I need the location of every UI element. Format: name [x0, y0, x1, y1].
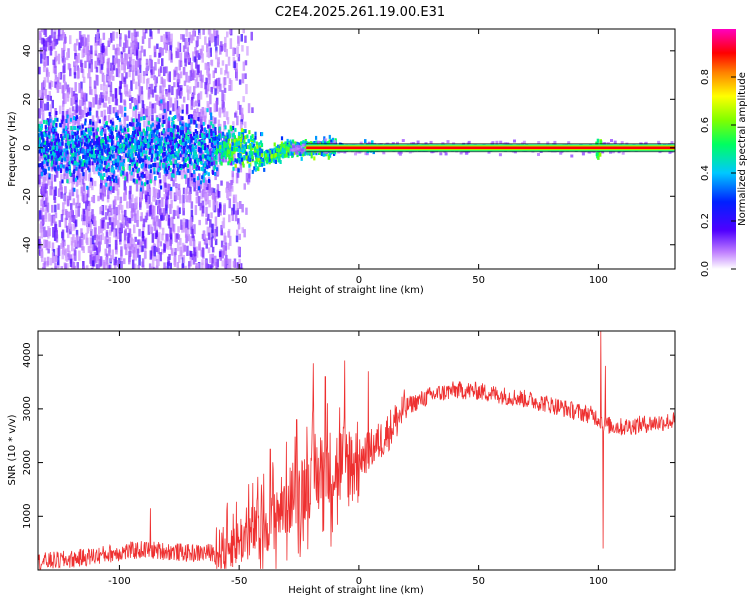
snr-series-line: [38, 331, 675, 570]
snr-xlabel: Height of straight line (km): [288, 585, 424, 596]
spectrogram-x-tick-label: 50: [472, 275, 485, 286]
snr-y-tick-label: 3000: [22, 396, 33, 421]
snr-y-tick-label: 1000: [22, 504, 33, 529]
snr-x-tick-label: 100: [589, 576, 608, 587]
colorbar-ticks: 0.0 0.2 0.4 0.6 0.8: [700, 69, 736, 277]
snr-frame: [37, 330, 676, 571]
spectrogram-x-tick-label: -100: [108, 275, 131, 286]
figure-title: C2E4.2025.261.19.00.E31: [275, 5, 445, 20]
spectrogram-x-tick-label: -50: [231, 275, 247, 286]
spectrogram-carrier-line: [306, 143, 675, 153]
spectrogram-x-tick-label: 100: [589, 275, 608, 286]
snr-y-tick-label: 2000: [22, 450, 33, 475]
snr-panel: -100 -50 0 50 100 1000 2000 3000 4000 Height of…: [7, 330, 676, 596]
snr-y-tick-label: 4000: [22, 342, 33, 367]
spectrogram-frame: [37, 28, 676, 270]
spectrogram-y-tick-label: -40: [22, 237, 33, 253]
snr-y-ticks: 1000 2000 3000 4000: [22, 342, 675, 529]
spectrogram-y-tick-label: 20: [22, 93, 33, 106]
snr-x-tick-label: 0: [356, 576, 362, 587]
colorbar-tick-label: 0.6: [700, 117, 711, 133]
colorbar: 0.0 0.2 0.4 0.6 0.8 Normalized spectral ampl…: [700, 29, 748, 277]
colorbar-tick-label: 0.4: [700, 165, 711, 181]
spectrogram-x-tick-label: 0: [356, 275, 362, 286]
spectrogram-x-ticks: -100 -50 0 50 100: [108, 29, 608, 286]
colorbar-tick-label: 0.8: [700, 69, 711, 85]
snr-x-ticks: -100 -50 0 50 100: [108, 331, 608, 587]
spectrogram-y-tick-label: 40: [22, 44, 33, 57]
colorbar-tick-label: 0.0: [700, 261, 711, 277]
snr-x-tick-label: 50: [472, 576, 485, 587]
spectrogram-y-tick-label: -20: [22, 188, 33, 204]
colorbar-gradient: [712, 29, 736, 269]
snr-x-tick-label: -50: [231, 576, 247, 587]
spectrogram-xlabel: Height of straight line (km): [288, 285, 424, 296]
snr-x-tick-label: -100: [108, 576, 131, 587]
colorbar-tick-label: 0.2: [700, 213, 711, 229]
spectrogram-ylabel: Frequency (Hz): [7, 111, 18, 187]
colorbar-label: Normalized spectral amplitude: [737, 72, 748, 226]
spectrogram-y-tick-label: 0: [22, 145, 33, 151]
snr-ylabel: SNR (10 * v/v): [7, 414, 18, 485]
spectrogram-y-ticks: -40 -20 0 20 40: [22, 44, 675, 253]
spectrogram-panel: -100 -50 0 50 100 -40 -20 0 20 40 Height of stra…: [7, 28, 676, 296]
